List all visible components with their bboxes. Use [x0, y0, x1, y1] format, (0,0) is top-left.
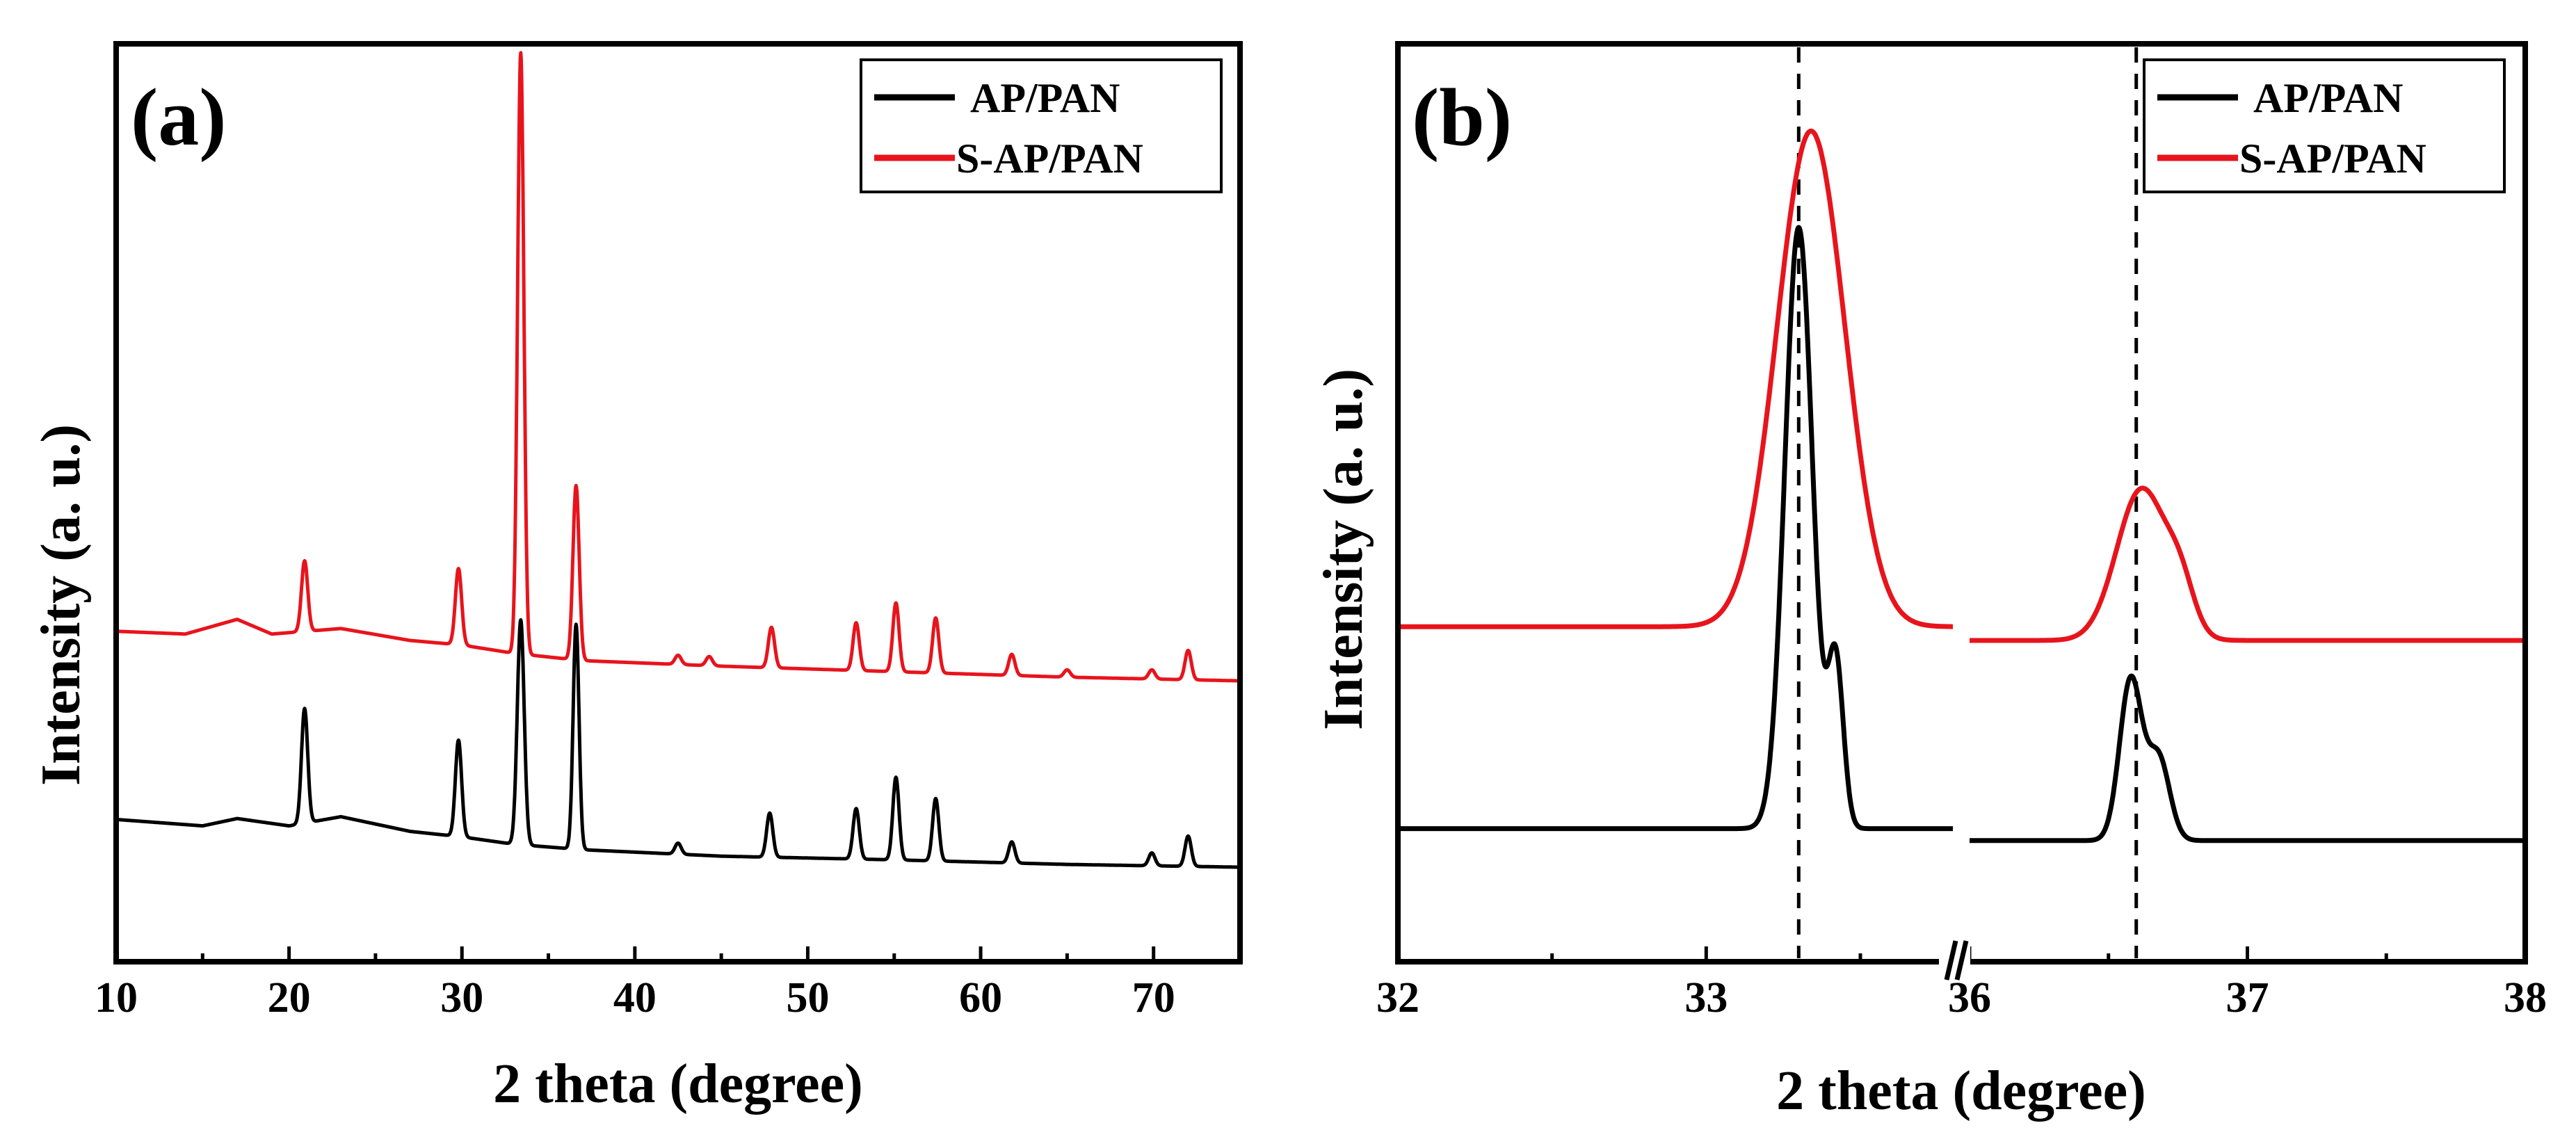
panel-b-x-tick-label: 33: [1684, 974, 1728, 1022]
panel-a-legend-label-s-ap-pan: S-AP/PAN: [956, 136, 1143, 181]
panel-a-legend: AP/PAN S-AP/PAN: [860, 58, 1223, 193]
panel-b-ticks: 32 33 36 37 38: [1376, 946, 2547, 1022]
panel-b-label: (b): [1412, 72, 1512, 163]
panel-a-legend-label-ap-pan: AP/PAN: [970, 75, 1120, 121]
panel-b-x-tick-label: 36: [1948, 974, 1991, 1022]
panel-a-series-s-ap-pan: [115, 51, 1241, 683]
panel-b-x-tick-label: 32: [1376, 974, 1419, 1022]
panel-b-y-axis-title: Intensity (a. u.): [1313, 369, 1374, 730]
panel-a-frame: [113, 41, 1243, 965]
panel-b-legend-label-ap-pan: AP/PAN: [2253, 75, 2404, 121]
panel-a-ticks: 10 20 30 40 50 60 70: [95, 946, 1242, 1022]
panel-a-x-tick-label: 40: [613, 974, 657, 1022]
panel-b-series-ap-pan-segment-2: [1967, 673, 2527, 844]
panel-a: 10 20 30 40 50 60 70 (a) 2 theta (degree) Inte…: [31, 41, 1243, 1115]
panel-a-series-ap-pan: [115, 618, 1241, 869]
panel-b-x-tick-label: 37: [2226, 974, 2269, 1022]
panel-b-series-ap-pan-segment-1: [1396, 225, 1955, 832]
panel-b: 32 33 36 37 38 (b) 2 theta (degree) Intensit…: [1313, 41, 2547, 1122]
panel-b-reference-lines: [1796, 47, 2139, 958]
panel-a-x-axis-title: 2 theta (degree): [493, 1054, 863, 1115]
panel-a-x-tick-label: 20: [268, 974, 311, 1022]
panel-b-x-tick-label: 38: [2504, 974, 2547, 1022]
panel-b-series-s-ap-pan-segment-1: [1396, 128, 1955, 629]
axis-break-mark: [1939, 939, 1970, 982]
panel-b-curves: [1396, 128, 2527, 844]
panel-b-x-axis-title: 2 theta (degree): [1776, 1060, 2146, 1122]
panel-a-y-axis-title: Intensity (a. u.): [31, 424, 92, 786]
panel-a-x-tick-label: 10: [95, 974, 138, 1022]
panel-a-x-tick-label: 70: [1132, 974, 1175, 1022]
panel-a-curves: [115, 51, 1241, 869]
panel-a-legend-box: [860, 58, 1223, 193]
panel-b-legend: AP/PAN S-AP/PAN: [2143, 58, 2506, 193]
panel-b-legend-label-s-ap-pan: S-AP/PAN: [2239, 136, 2426, 181]
panel-b-legend-box: [2143, 58, 2506, 193]
panel-a-label: (a): [131, 72, 227, 163]
panel-a-x-tick-label: 60: [959, 974, 1002, 1022]
panel-a-x-tick-label: 30: [440, 974, 483, 1022]
panel-a-x-tick-label: 50: [786, 974, 829, 1022]
panel-b-series-s-ap-pan-segment-2: [1967, 485, 2527, 643]
